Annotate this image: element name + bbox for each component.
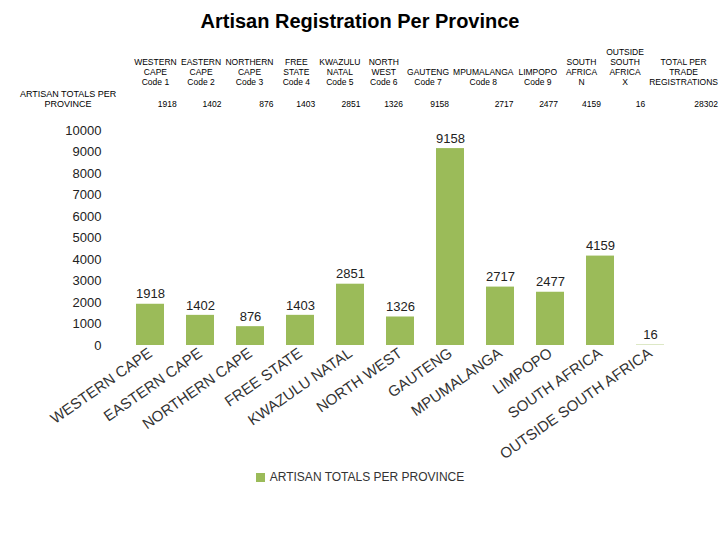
html-text:N: N — [578, 77, 585, 87]
svg-text:3000: 3000 — [73, 273, 102, 288]
html-text:Code 5: Code 5 — [326, 77, 354, 87]
svg-text:NORTHERN CAPE: NORTHERN CAPE — [138, 344, 255, 433]
html-text:Code 7: Code 7 — [414, 77, 442, 87]
svg-text:8000: 8000 — [73, 166, 102, 181]
html-text:ARTISAN TOTALS PER PROVINCE: ARTISAN TOTALS PER PROVINCE — [19, 89, 117, 109]
html-text:KWAZULU NATAL: KWAZULU NATAL — [319, 57, 361, 77]
svg-text:1402: 1402 — [186, 298, 215, 313]
html-text:NORTH WEST: NORTH WEST — [368, 57, 399, 77]
html-text:ARTISAN TOTALS PER PROVINCE: ARTISAN TOTALS PER PROVINCE — [269, 470, 465, 484]
svg-text:9158: 9158 — [436, 131, 465, 146]
html-text:FREE STATE: FREE STATE — [283, 57, 310, 77]
html-text:GAUTENG: GAUTENG — [407, 67, 450, 77]
html-text:Artisan Registration Per Provi: Artisan Registration Per Province — [200, 10, 520, 32]
html-text:1918: 1918 — [157, 99, 177, 109]
svg-text:876: 876 — [240, 309, 262, 324]
svg-text:5000: 5000 — [73, 230, 102, 245]
html-text:2477: 2477 — [539, 99, 558, 109]
svg-text:MPUMALANGA: MPUMALANGA — [407, 344, 505, 420]
svg-text:KWAZULU NATAL: KWAZULU NATAL — [244, 344, 355, 429]
svg-text:7000: 7000 — [73, 187, 102, 202]
svg-text:2477: 2477 — [536, 274, 565, 289]
html-text:1403: 1403 — [296, 99, 316, 109]
html-text:9158: 9158 — [430, 99, 450, 109]
svg-text:2717: 2717 — [486, 269, 515, 284]
html-text:NORTHERN CAPE: NORTHERN CAPE — [225, 57, 274, 77]
svg-text:10000: 10000 — [65, 123, 101, 138]
html-text:1326: 1326 — [384, 99, 403, 109]
html-text:2851: 2851 — [341, 99, 361, 109]
html-text:Code 3: Code 3 — [235, 77, 264, 87]
svg-text:FREE STATE: FREE STATE — [221, 344, 305, 410]
svg-text:EASTERN CAPE: EASTERN CAPE — [100, 344, 205, 425]
svg-text:WESTERN CAPE: WESTERN CAPE — [46, 344, 155, 427]
svg-text:NORTH WEST: NORTH WEST — [313, 344, 405, 416]
svg-text:LIMPOPO: LIMPOPO — [489, 344, 555, 398]
svg-text:4000: 4000 — [73, 252, 102, 267]
html-text:LIMPOPO: LIMPOPO — [518, 67, 558, 77]
html-text:876: 876 — [259, 99, 274, 109]
html-text:EASTERN CAPE: EASTERN CAPE — [181, 57, 222, 77]
html-text:OUTSIDE SOUTH AFRICA: OUTSIDE SOUTH AFRICA — [606, 47, 644, 77]
html-text:Code 8: Code 8 — [469, 77, 497, 87]
svg-text:16: 16 — [643, 327, 657, 342]
svg-text:GAUTENG: GAUTENG — [384, 344, 455, 401]
html-text:Code 6: Code 6 — [370, 77, 398, 87]
svg-text:1918: 1918 — [136, 286, 165, 301]
svg-text:6000: 6000 — [73, 209, 102, 224]
html-text:WESTERN CAPE: WESTERN CAPE — [134, 57, 177, 77]
svg-text:OUTSIDE SOUTH AFRICA: OUTSIDE SOUTH AFRICA — [496, 344, 655, 462]
html-text:28302: 28302 — [694, 99, 718, 109]
html-text:2717: 2717 — [494, 99, 514, 109]
svg-text:2000: 2000 — [73, 295, 102, 310]
html-text:Code 1: Code 1 — [141, 77, 170, 87]
svg-text:1403: 1403 — [286, 297, 315, 312]
html-text:SOUTH AFRICA: SOUTH AFRICA — [565, 57, 597, 77]
html-text:4159: 4159 — [582, 99, 601, 109]
svg-text:9000: 9000 — [73, 144, 102, 159]
html-text:16: 16 — [635, 99, 646, 109]
svg-text:0: 0 — [94, 338, 101, 353]
html-text:X: X — [622, 77, 628, 87]
html-text:MPUMALANGA: MPUMALANGA — [453, 67, 514, 77]
html-text:TOTAL PER TRADE REGISTRATIONS: TOTAL PER TRADE REGISTRATIONS — [649, 57, 718, 87]
svg-text:2851: 2851 — [336, 266, 365, 281]
svg-text:1326: 1326 — [386, 299, 415, 314]
html-text:Code 2: Code 2 — [187, 77, 215, 87]
html-text:Code 4: Code 4 — [282, 77, 311, 87]
html-text:Code 9: Code 9 — [524, 77, 552, 87]
html-text:1402: 1402 — [202, 99, 222, 109]
svg-text:1000: 1000 — [73, 316, 102, 331]
svg-text:4159: 4159 — [586, 238, 615, 253]
